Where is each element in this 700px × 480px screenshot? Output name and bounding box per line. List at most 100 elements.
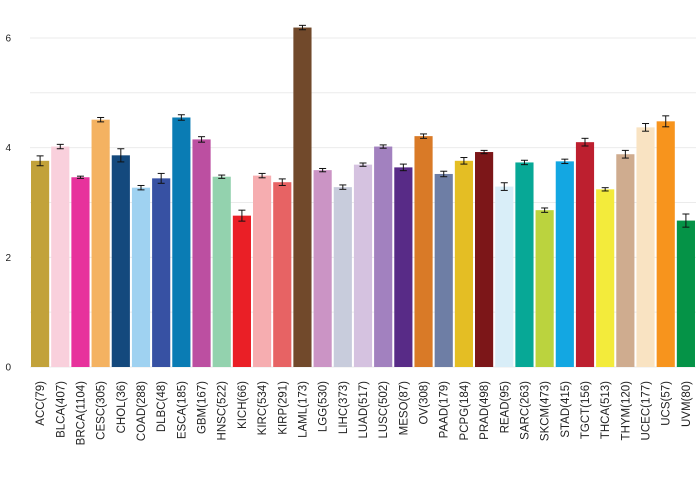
bar-kirc bbox=[253, 175, 272, 367]
error-bar-coad bbox=[137, 184, 145, 191]
bar-esca bbox=[172, 117, 191, 367]
x-tick-label: TGCT(156) bbox=[580, 381, 592, 439]
error-bar-meso bbox=[399, 163, 407, 172]
x-tick-label: MESO(87) bbox=[398, 381, 410, 435]
error-bar-ov bbox=[420, 133, 428, 139]
x-tick-label: HNSC(522) bbox=[217, 381, 229, 441]
bar-layer bbox=[31, 27, 695, 368]
error-bar-kich bbox=[238, 209, 246, 222]
error-bar-esca bbox=[177, 114, 185, 121]
bar-chol bbox=[111, 155, 130, 367]
bar-ov bbox=[414, 136, 433, 367]
error-bar-luad bbox=[359, 162, 367, 167]
bar-dlbc bbox=[152, 178, 171, 367]
bar-tgct bbox=[575, 142, 595, 367]
error-bar-tgct bbox=[581, 137, 589, 147]
x-tick-label: KIRC(534) bbox=[257, 381, 269, 435]
bar-skcm bbox=[535, 210, 554, 367]
bar-laml bbox=[293, 27, 312, 367]
bar-meso bbox=[394, 167, 413, 367]
x-tick-label: DLBC(48) bbox=[156, 381, 168, 432]
y-tick-label: 4 bbox=[5, 143, 11, 154]
error-bar-ucs bbox=[662, 115, 670, 128]
x-tick-label: UCS(57) bbox=[661, 381, 673, 426]
x-tick-label: CESC(305) bbox=[96, 381, 108, 440]
x-tick-label: LUSC(502) bbox=[378, 381, 390, 439]
y-axis-ticks: 0 2 4 6 bbox=[5, 33, 11, 373]
bar-luad bbox=[353, 164, 373, 367]
bar-coad bbox=[131, 187, 151, 367]
x-tick-label: LIHC(373) bbox=[338, 381, 350, 434]
error-bar-cesc bbox=[97, 116, 105, 123]
bar-blca bbox=[51, 146, 70, 367]
x-tick-label: CHOL(36) bbox=[116, 381, 128, 434]
bar-pcpg bbox=[454, 160, 473, 367]
x-tick-label: BRCA(1104) bbox=[75, 381, 87, 446]
bar-kich bbox=[232, 215, 251, 367]
x-tick-label: READ(95) bbox=[499, 381, 511, 434]
error-bar-skcm bbox=[541, 207, 549, 213]
y-tick-label: 2 bbox=[5, 253, 11, 264]
x-tick-label: BLCA(407) bbox=[55, 381, 67, 438]
bar-thca bbox=[596, 189, 615, 367]
x-tick-label: PRAD(498) bbox=[479, 381, 491, 440]
error-bar-chol bbox=[117, 148, 125, 163]
bar-prad bbox=[475, 152, 494, 367]
x-tick-label: GBM(167) bbox=[197, 381, 209, 434]
x-tick-label: KICH(66) bbox=[237, 381, 249, 429]
bar-ucs bbox=[656, 121, 675, 368]
error-bar-pcpg bbox=[460, 157, 468, 165]
error-bar-paad bbox=[440, 170, 448, 178]
x-tick-label: THCA(513) bbox=[600, 381, 612, 439]
bar-thym bbox=[616, 154, 635, 367]
bar-uvm bbox=[676, 220, 695, 367]
bar-paad bbox=[434, 173, 453, 367]
error-bar-layer bbox=[36, 24, 690, 228]
bar-sarc bbox=[515, 162, 534, 367]
x-tick-label: KIRP(291) bbox=[277, 381, 289, 435]
error-bar-stad bbox=[561, 158, 569, 165]
x-tick-label: UVM(80) bbox=[681, 381, 693, 427]
error-bar-blca bbox=[56, 143, 64, 150]
bar-ucec bbox=[636, 127, 655, 368]
error-bar-dlbc bbox=[157, 172, 165, 184]
error-bar-read bbox=[500, 182, 508, 191]
error-bar-uvm bbox=[682, 213, 690, 228]
bar-gbm bbox=[192, 139, 211, 367]
error-bar-gbm bbox=[198, 136, 206, 143]
bar-brca bbox=[71, 177, 90, 367]
x-tick-label: ESCA(185) bbox=[176, 381, 188, 439]
error-bar-ucec bbox=[642, 123, 650, 132]
x-tick-label: SARC(263) bbox=[519, 381, 531, 440]
error-bar-kirp bbox=[278, 178, 286, 186]
bar-lihc bbox=[333, 187, 352, 367]
bar-acc bbox=[31, 160, 50, 367]
bar-kirp bbox=[273, 182, 292, 367]
bar-hnsc bbox=[212, 176, 231, 367]
x-tick-label: LAML(173) bbox=[297, 381, 309, 438]
error-bar-lgg bbox=[319, 167, 327, 173]
x-tick-label: LGG(530) bbox=[318, 381, 330, 432]
error-bar-kirc bbox=[258, 172, 266, 179]
x-tick-label: LUAD(517) bbox=[358, 381, 370, 439]
error-bar-thca bbox=[601, 187, 609, 192]
x-tick-label: UCEC(177) bbox=[641, 381, 653, 441]
x-tick-label: THYM(120) bbox=[620, 381, 632, 441]
x-tick-label: SKCM(473) bbox=[540, 381, 552, 441]
x-tick-label: STAD(415) bbox=[560, 381, 572, 438]
error-bar-prad bbox=[480, 149, 488, 155]
error-bar-sarc bbox=[520, 159, 528, 166]
error-bar-lihc bbox=[339, 184, 347, 190]
x-tick-label: ACC(79) bbox=[35, 381, 47, 426]
y-tick-label: 6 bbox=[5, 33, 11, 44]
error-bar-thym bbox=[621, 149, 629, 159]
bar-lgg bbox=[313, 170, 332, 367]
x-axis-ticks: ACC(79) BLCA(407) BRCA(1104) CESC(305) CHOL(… bbox=[35, 381, 693, 446]
bar-cesc bbox=[91, 119, 110, 367]
bar-stad bbox=[555, 161, 574, 367]
x-tick-label: OV(308) bbox=[419, 381, 431, 425]
bar-read bbox=[495, 186, 514, 367]
error-bar-laml bbox=[298, 24, 306, 31]
